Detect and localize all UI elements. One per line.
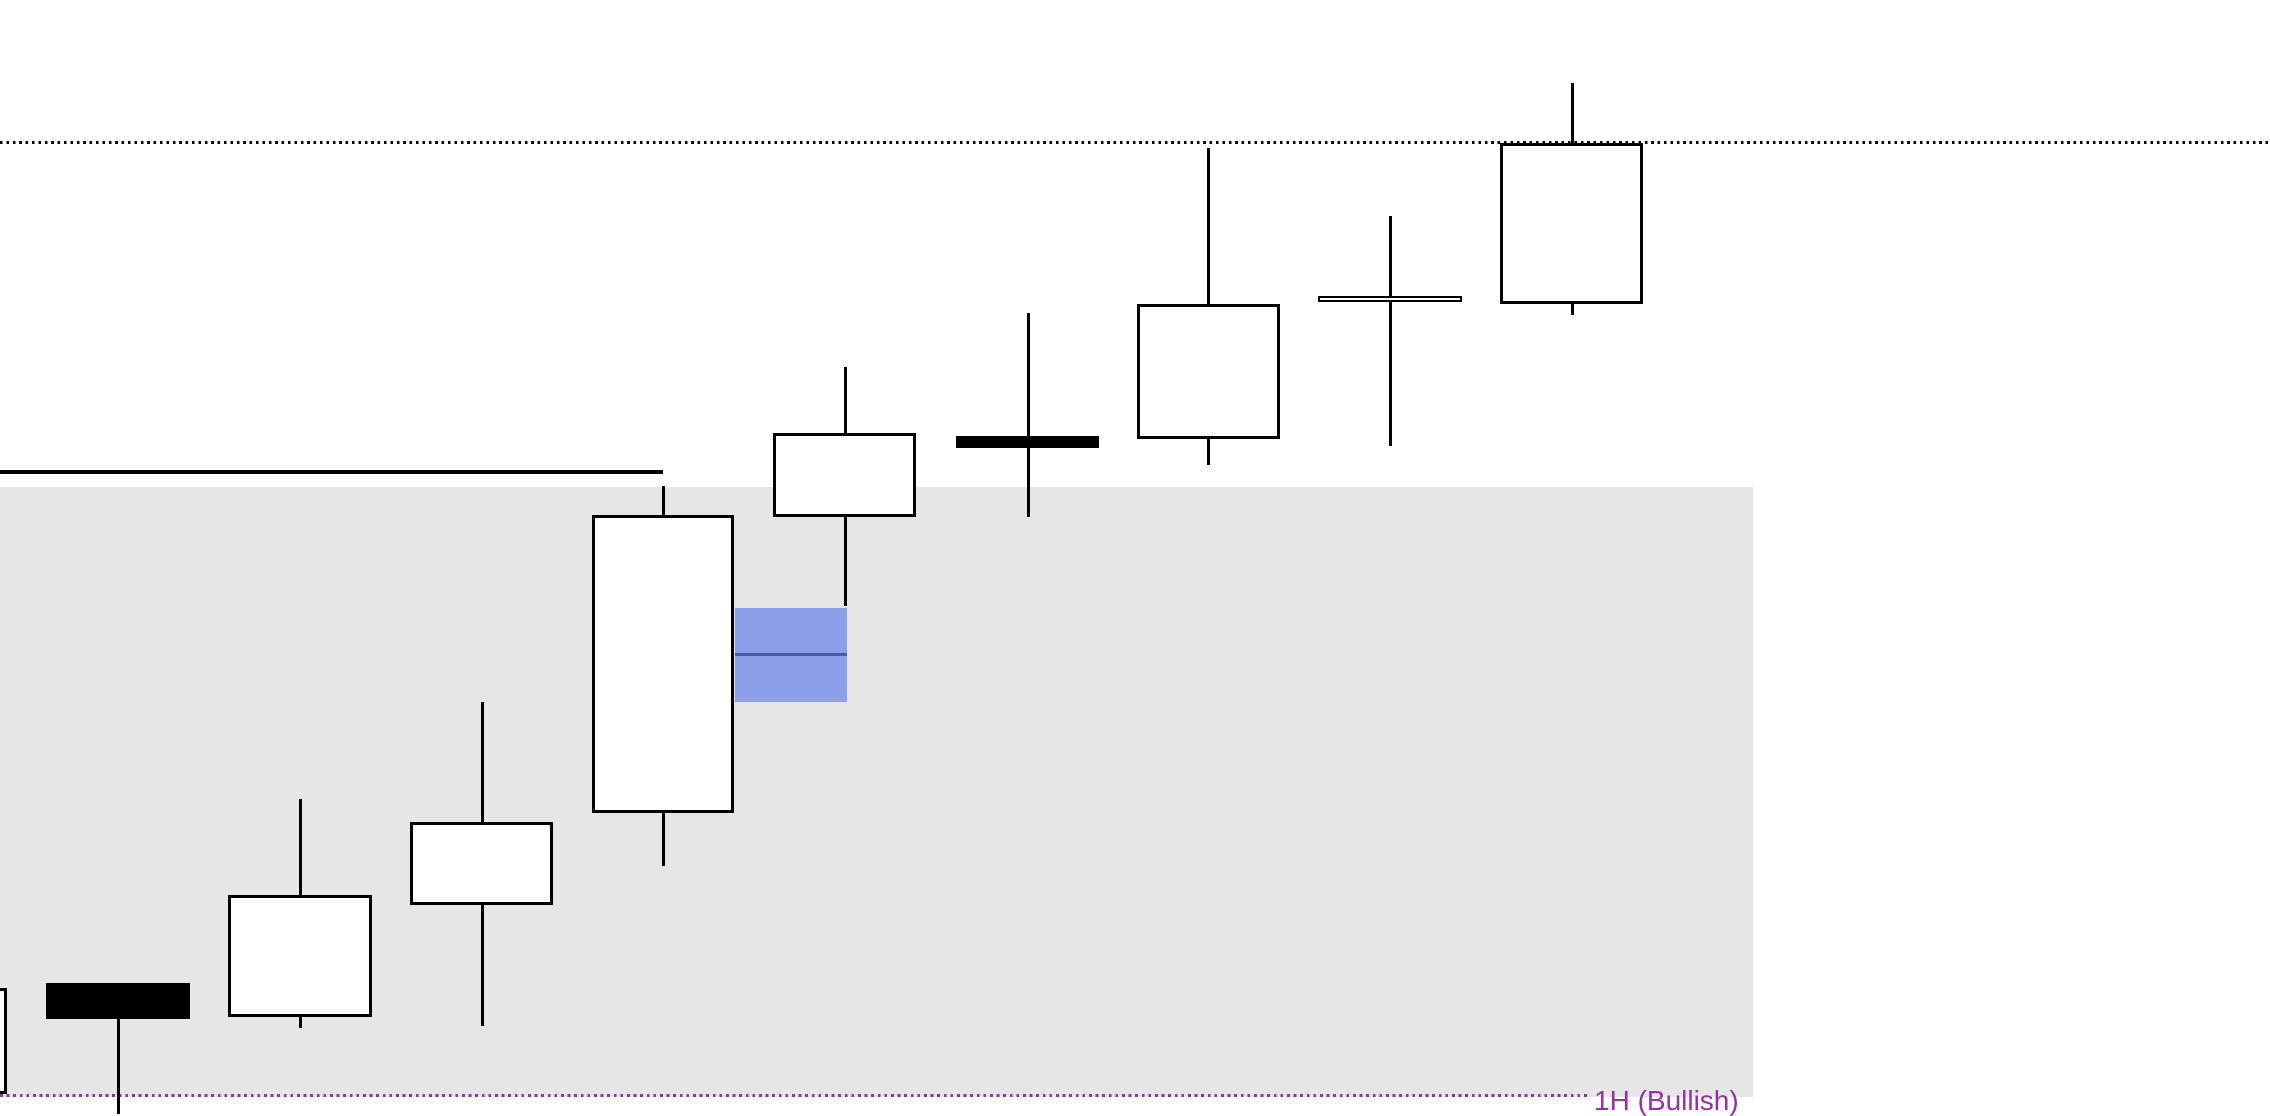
candle-wick [1389,216,1392,446]
top-dotted-line [0,141,2270,144]
candle-body-bearish [956,436,1099,448]
candle-wick [1027,313,1030,517]
candle-body-bearish [46,983,190,1019]
candle-body-doji [1318,296,1462,302]
candle-body-bullish [1137,304,1280,439]
candle-body-bullish [0,988,7,1094]
candle-wick [117,983,120,1114]
horizontal-solid-line [0,470,663,474]
blue-box-midline [735,653,847,656]
candle-body-bullish [592,515,734,813]
bottom-dotted-line [0,1094,1590,1097]
candle-body-bullish [410,822,553,905]
candle-body-bullish [1500,143,1643,304]
timeframe-label: 1H (Bullish) [1594,1085,1739,1116]
candle-body-bullish [228,895,372,1017]
candle-body-bullish [773,433,916,517]
